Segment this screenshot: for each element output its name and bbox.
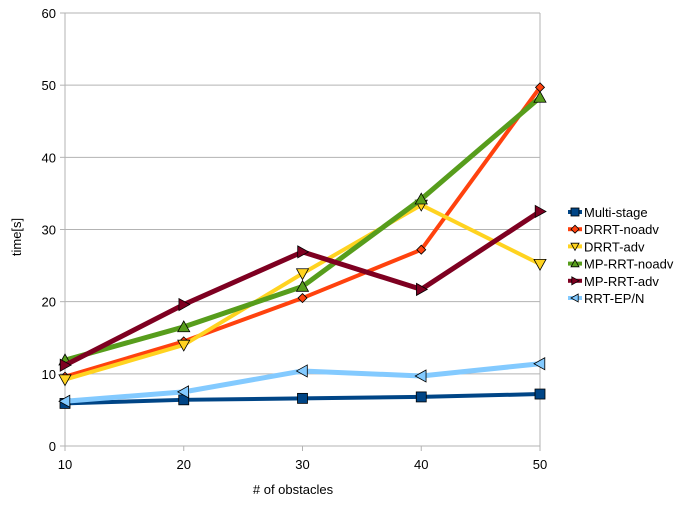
data-point bbox=[414, 369, 427, 383]
series-line bbox=[63, 202, 542, 382]
data-point bbox=[416, 244, 427, 255]
legend-label: DRRT-adv bbox=[584, 239, 645, 254]
series-mp-rrt-adv bbox=[59, 204, 547, 372]
data-point bbox=[533, 357, 546, 371]
data-point bbox=[295, 364, 308, 378]
x-axis-label: # of obstacles bbox=[253, 482, 334, 497]
y-tick-label: 10 bbox=[42, 367, 56, 382]
data-point bbox=[177, 339, 191, 352]
y-tick-label: 40 bbox=[42, 150, 56, 165]
data-point bbox=[178, 297, 191, 312]
legend-entry: Multi-stage bbox=[568, 205, 648, 220]
data-point bbox=[533, 258, 547, 271]
x-tick-label: 40 bbox=[414, 457, 428, 472]
y-tick-label: 30 bbox=[42, 223, 56, 238]
legend-label: Multi-stage bbox=[584, 205, 648, 220]
series-mp-rrt-noadv bbox=[58, 90, 547, 366]
data-point bbox=[415, 391, 427, 403]
x-tick-label: 50 bbox=[533, 457, 547, 472]
data-point bbox=[295, 268, 310, 281]
data-point bbox=[59, 358, 72, 372]
y-tick-label: 20 bbox=[42, 295, 56, 310]
legend-marker bbox=[570, 293, 579, 303]
y-tick-label: 60 bbox=[42, 6, 56, 21]
series-multi-stage bbox=[59, 388, 546, 409]
legend: Multi-stage DRRT-noadv DRRT-adv MP-RRT-noad… bbox=[568, 205, 674, 306]
x-tick-label: 30 bbox=[295, 457, 309, 472]
data-point bbox=[297, 392, 308, 404]
legend-entry: DRRT-noadv bbox=[568, 222, 659, 237]
data-point bbox=[533, 90, 547, 103]
legend-marker bbox=[570, 224, 580, 234]
data-point bbox=[534, 388, 546, 400]
series-lines bbox=[58, 82, 547, 409]
legend-entry: MP-RRT-noadv bbox=[568, 257, 674, 272]
legend-entry: MP-RRT-adv bbox=[568, 274, 659, 289]
data-point bbox=[58, 374, 72, 387]
x-tick-label: 20 bbox=[177, 457, 191, 472]
data-point bbox=[58, 394, 71, 408]
data-point bbox=[534, 204, 547, 219]
data-point bbox=[176, 385, 189, 399]
series-rrt-ep-n bbox=[58, 357, 546, 408]
series-line bbox=[63, 85, 542, 379]
axes bbox=[60, 12, 541, 451]
legend-entry: DRRT-adv bbox=[568, 239, 645, 254]
series-drrt-adv bbox=[58, 199, 547, 387]
legend-label: DRRT-noadv bbox=[584, 222, 659, 237]
x-tick-label: 10 bbox=[58, 457, 72, 472]
y-tick-label: 50 bbox=[42, 78, 56, 93]
legend-marker bbox=[571, 276, 580, 286]
data-point bbox=[297, 292, 308, 304]
legend-label: RRT-EP/N bbox=[584, 291, 644, 306]
data-point bbox=[414, 192, 428, 205]
legend-label: MP-RRT-noadv bbox=[584, 257, 674, 272]
data-point bbox=[297, 245, 310, 259]
legend-marker bbox=[570, 242, 580, 252]
data-point bbox=[416, 282, 429, 297]
data-point bbox=[295, 279, 310, 292]
data-point bbox=[177, 320, 191, 333]
legend-marker bbox=[570, 207, 580, 217]
legend-label: MP-RRT-adv bbox=[584, 274, 659, 289]
legend-entry: RRT-EP/N bbox=[568, 291, 644, 306]
y-axis-label: time[s] bbox=[9, 218, 24, 256]
y-tick-label: 0 bbox=[49, 439, 56, 454]
legend-marker bbox=[570, 258, 580, 268]
